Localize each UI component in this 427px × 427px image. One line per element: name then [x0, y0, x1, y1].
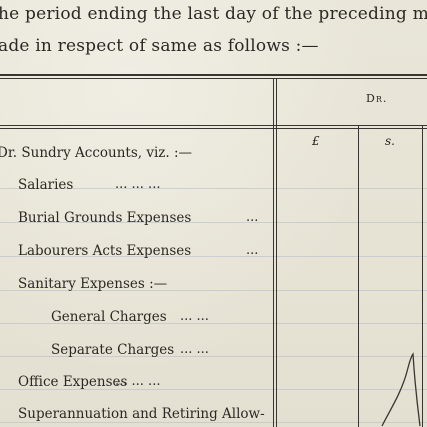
intro-line-1: he period ending the last day of the pre… [0, 4, 427, 24]
dr-header: Dr. [366, 92, 388, 105]
row-leaders-separate-charges: ... ... [180, 342, 209, 357]
sundry-accounts-label: Dr. Sundry Accounts, viz. :— [0, 145, 193, 161]
row-label-labourers-acts: Labourers Acts Expenses [18, 243, 192, 259]
row-label-salaries: Salaries [18, 177, 74, 193]
row-label-office-expenses: Office Expenses [18, 374, 128, 390]
table-top-rule-inner [0, 78, 427, 79]
row-label-sanitary-expenses: Sanitary Expenses :— [18, 276, 168, 292]
row-leaders-labourers-acts: ... [246, 243, 259, 258]
ruled-line [0, 389, 427, 390]
column-divider-left-inner [276, 78, 277, 427]
ruled-line [0, 356, 427, 357]
intro-line-2: ade in respect of same as follows :— [0, 36, 319, 56]
ruled-line [0, 188, 427, 189]
ruled-line [0, 323, 427, 324]
header-bottom-rule-inner [0, 128, 427, 129]
row-leaders-office-expenses: ... ... ... [115, 374, 161, 389]
row-label-general-charges: General Charges [51, 309, 167, 325]
column-divider-shillings [422, 125, 423, 427]
column-divider-left [273, 78, 274, 427]
pounds-column-header: £ [312, 134, 320, 148]
ruled-line [0, 222, 427, 223]
row-label-burial-grounds: Burial Grounds Expenses [18, 210, 192, 226]
row-label-separate-charges: Separate Charges [51, 342, 175, 358]
shillings-column-header: s. [385, 134, 395, 148]
ruled-line [0, 422, 427, 423]
pen-stroke-mark [381, 352, 421, 427]
column-divider-pounds [358, 125, 359, 427]
row-leaders-general-charges: ... ... [180, 309, 209, 324]
ruled-line [0, 256, 427, 257]
row-leaders-salaries: ... ... ... [115, 177, 161, 192]
table-top-rule [0, 74, 427, 76]
header-bottom-rule [0, 125, 427, 126]
row-label-superannuation: Superannuation and Retiring Allow- [18, 406, 265, 422]
row-leaders-burial-grounds: ... [246, 210, 259, 225]
ruled-line [0, 290, 427, 291]
